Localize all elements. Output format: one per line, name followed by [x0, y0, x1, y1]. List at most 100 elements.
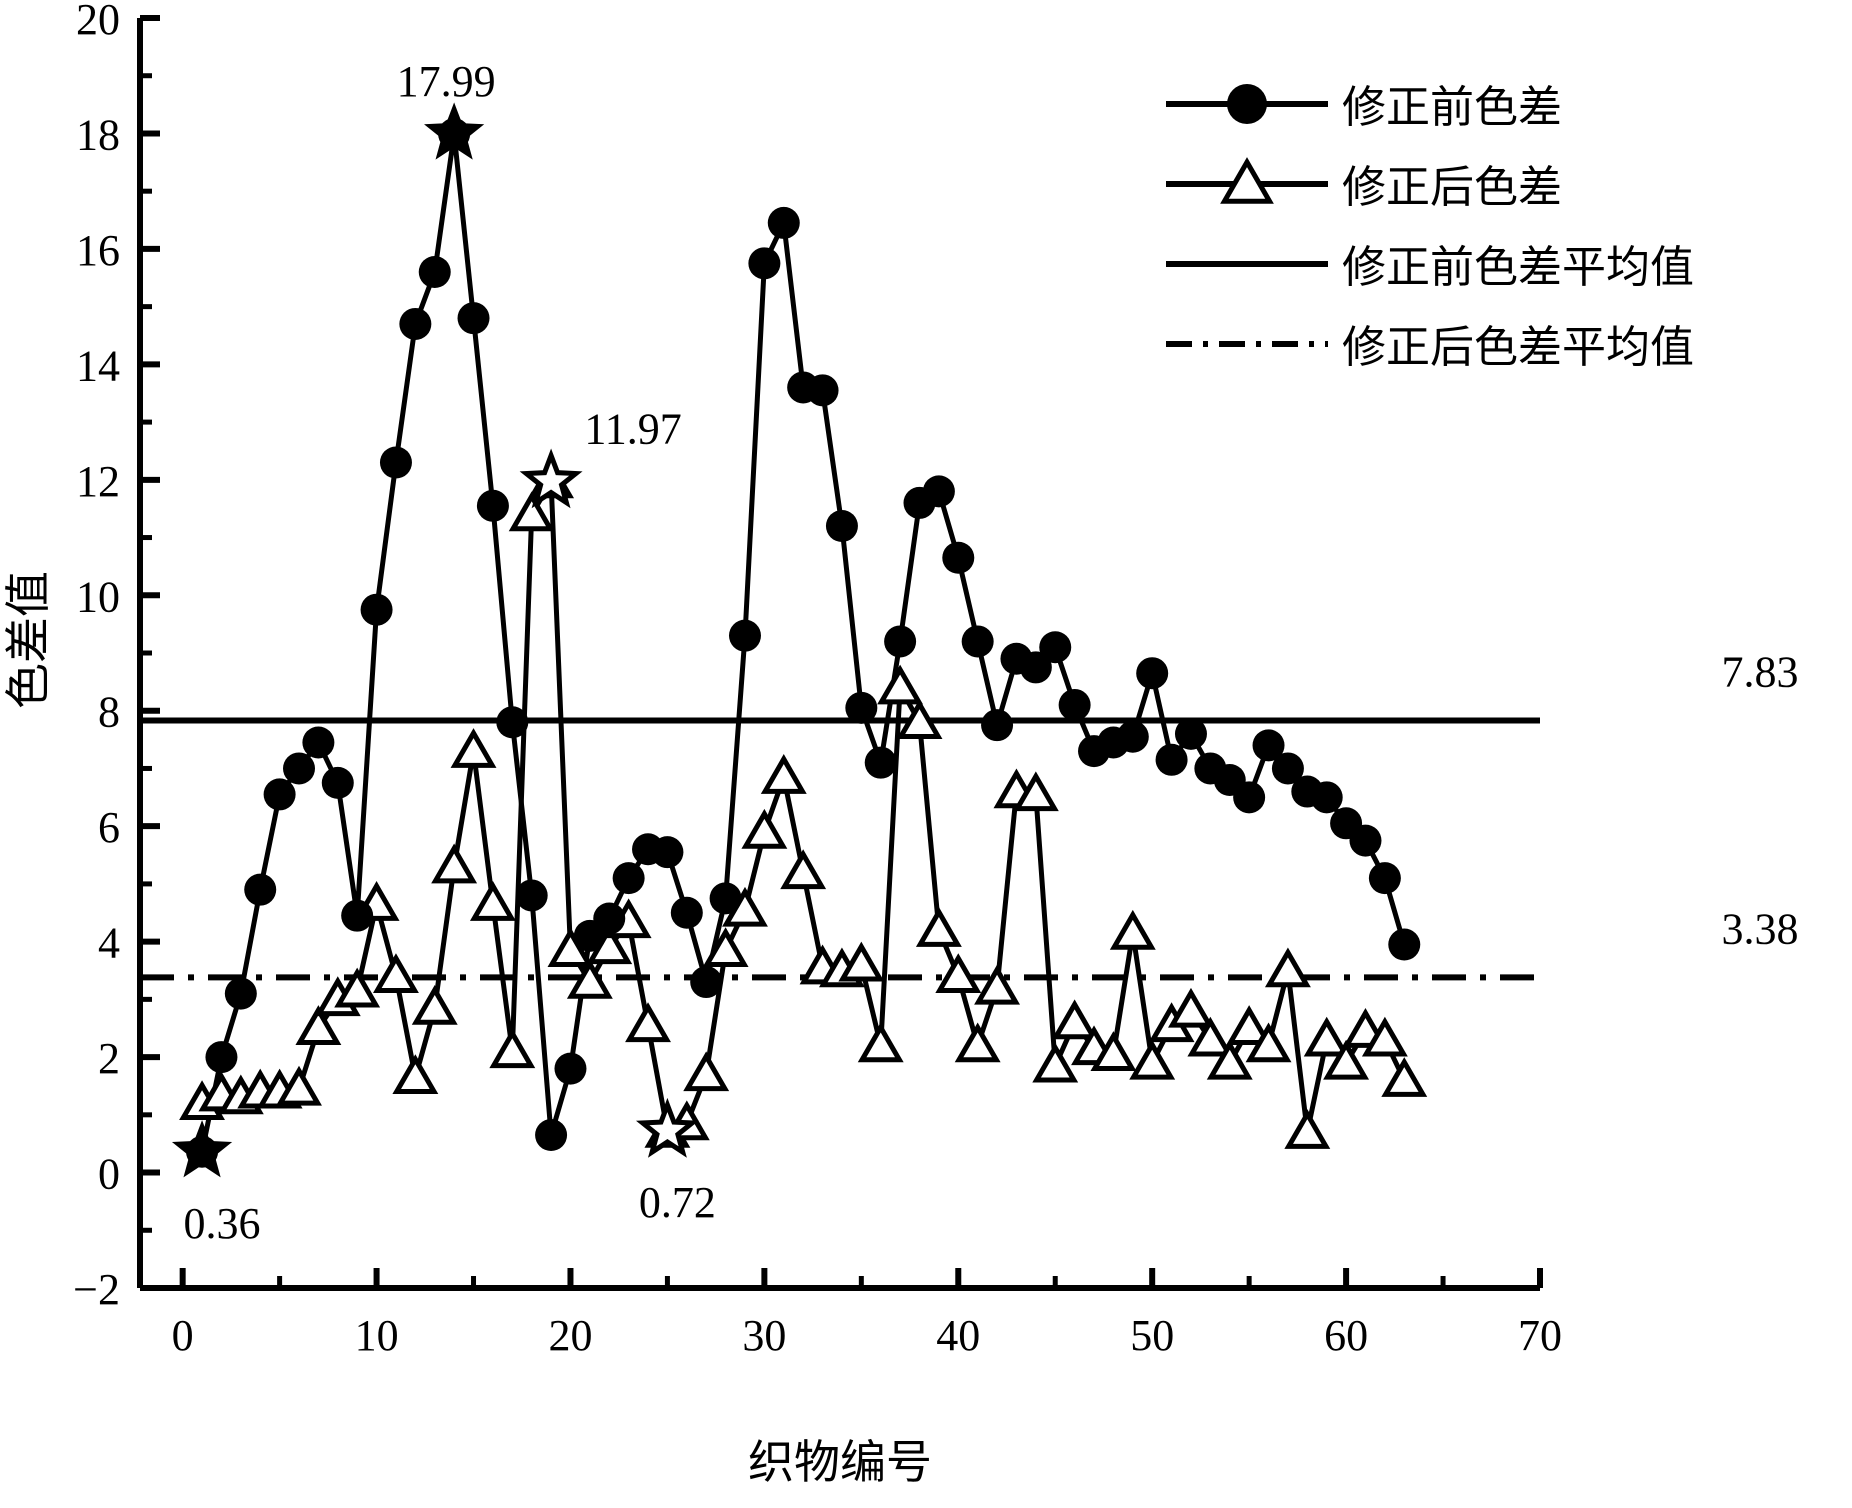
- annotation-mean-before: 7.83: [1722, 648, 1799, 697]
- marker-dot-before: [1116, 720, 1149, 753]
- y-tick-label: 12: [76, 457, 120, 506]
- legend-item-2[interactable]: 修正前色差平均值: [1166, 242, 1694, 293]
- marker-triangle-after: [295, 1005, 342, 1045]
- marker-star-filled: [424, 102, 485, 160]
- x-tick-label: 60: [1324, 1311, 1368, 1360]
- x-tick-label: 0: [172, 1311, 194, 1360]
- marker-dot-before: [341, 899, 374, 932]
- marker-dot-before: [709, 882, 742, 915]
- marker-triangle-after: [974, 964, 1021, 1005]
- marker-triangle-after: [877, 664, 924, 705]
- marker-triangle-after: [1109, 909, 1156, 950]
- legend-label: 修正后色差: [1342, 162, 1562, 213]
- marker-dot-before: [593, 902, 626, 935]
- legend-marker-triangle-icon: [1220, 157, 1274, 204]
- marker-triangle-after: [857, 1022, 904, 1063]
- y-tick-label: 14: [76, 341, 120, 390]
- legend-label: 修正前色差: [1342, 82, 1562, 133]
- marker-dot-before: [728, 619, 761, 652]
- marker-star-open: [519, 448, 583, 509]
- marker-triangle-after: [1051, 999, 1098, 1040]
- y-tick-label: 20: [76, 0, 120, 44]
- marker-triangle-after: [935, 953, 982, 994]
- marker-dot-before: [1368, 862, 1401, 895]
- marker-dot-before: [399, 307, 432, 340]
- marker-triangle-after: [838, 941, 885, 982]
- marker-dot-before: [360, 593, 393, 626]
- marker-triangle-after: [547, 927, 594, 968]
- annotation-mean-after: 3.38: [1722, 904, 1799, 953]
- marker-triangle-after: [1012, 771, 1059, 812]
- marker-dot-before: [283, 752, 315, 785]
- marker-dot-before: [476, 489, 509, 522]
- y-tick-label: 2: [98, 1034, 120, 1083]
- marker-dot-before: [535, 1119, 568, 1152]
- marker-dot-before: [651, 836, 684, 869]
- marker-dot-before: [1271, 752, 1304, 785]
- marker-dot-before: [418, 256, 451, 288]
- marker-dot-before: [864, 746, 897, 779]
- legend-item-3[interactable]: 修正后色差平均值: [1166, 322, 1694, 373]
- marker-triangle-after: [915, 907, 962, 947]
- marker-triangle-after: [508, 491, 555, 532]
- marker-triangle-after: [1361, 1016, 1408, 1057]
- legend-label: 修正后色差平均值: [1342, 322, 1694, 373]
- marker-triangle-after: [1245, 1022, 1292, 1063]
- legend-marker-dot-icon: [1227, 84, 1267, 124]
- marker-dot-before: [1388, 928, 1421, 961]
- marker-triangle-after: [392, 1054, 439, 1095]
- y-tick-label: 18: [76, 110, 120, 159]
- marker-dot-before: [554, 1052, 587, 1085]
- legend-label: 修正前色差平均值: [1342, 242, 1694, 293]
- marker-dot-before: [1252, 729, 1285, 762]
- marker-dot-before: [1233, 781, 1266, 814]
- marker-dot-before: [690, 966, 723, 999]
- axes: [137, 15, 1543, 1291]
- marker-dot-before: [1136, 657, 1169, 690]
- marker-dot-before: [806, 374, 839, 407]
- marker-triangle-after: [954, 1022, 1001, 1063]
- x-axis-tick-labels: 0 10 20 30 40 50 60 70: [172, 1311, 1562, 1360]
- marker-dot-before: [244, 873, 277, 906]
- legend-item-1[interactable]: 修正后色差: [1166, 157, 1562, 213]
- marker-triangle-after: [760, 754, 807, 794]
- marker-triangle-after: [1323, 1039, 1370, 1080]
- annotation-0-72: 0.72: [639, 1178, 716, 1227]
- legend-item-0[interactable]: 修正前色差: [1166, 82, 1562, 133]
- x-tick-label: 70: [1518, 1311, 1562, 1360]
- x-tick-label: 10: [355, 1311, 399, 1360]
- marker-star-filled: [171, 1120, 233, 1178]
- annotation-11-97: 11.97: [584, 405, 681, 454]
- marker-triangle-after: [276, 1065, 322, 1106]
- marker-dot-before: [1349, 824, 1382, 857]
- marker-dot-before: [981, 709, 1014, 742]
- x-tick-label: 50: [1130, 1311, 1174, 1360]
- marker-dot-before: [302, 726, 335, 759]
- marker-dot-before: [457, 302, 490, 335]
- x-tick-label: 30: [742, 1311, 786, 1360]
- marker-dot-before: [884, 625, 917, 658]
- y-axis-title: 色差值: [1, 571, 55, 709]
- marker-triangle-after: [1090, 1031, 1137, 1071]
- marker-dot-before: [767, 206, 800, 239]
- marker-triangle-after: [411, 984, 458, 1025]
- extreme-markers: [171, 102, 699, 1178]
- y-tick-label: 4: [98, 919, 120, 968]
- marker-dot-before: [1019, 651, 1052, 684]
- marker-triangle-after: [1206, 1039, 1253, 1080]
- y-tick-label: 0: [98, 1150, 120, 1199]
- marker-dot-before: [748, 247, 781, 280]
- marker-triangle-after: [1303, 1016, 1350, 1057]
- marker-triangle-after: [566, 958, 613, 999]
- marker-triangle-after: [1284, 1109, 1331, 1149]
- marker-dot-before: [379, 446, 412, 479]
- annotation-0-36: 0.36: [184, 1199, 261, 1248]
- marker-triangle-after: [1187, 1016, 1234, 1057]
- marker-dot-before: [1155, 743, 1188, 776]
- marker-triangle-after: [1129, 1039, 1176, 1080]
- x-tick-label: 40: [936, 1311, 980, 1360]
- marker-dot-before: [942, 541, 975, 574]
